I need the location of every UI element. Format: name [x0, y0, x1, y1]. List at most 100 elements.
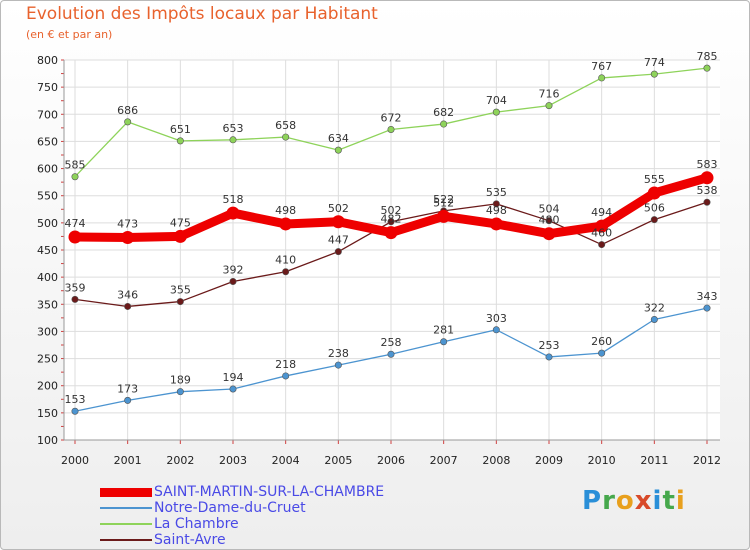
data-point	[492, 108, 500, 116]
data-label: 672	[381, 111, 402, 124]
y-tick-label: 650	[37, 135, 58, 148]
legend-label: SAINT-MARTIN-SUR-LA-CHAMBRE	[154, 484, 385, 500]
data-label: 555	[644, 173, 665, 186]
data-point	[598, 349, 606, 357]
legend: SAINT-MARTIN-SUR-LA-CHAMBRE Notre-Dame-du…	[100, 484, 460, 548]
y-tick-label: 350	[37, 298, 58, 311]
y-tick-label: 250	[37, 353, 58, 366]
data-point	[492, 326, 500, 334]
data-label: 218	[275, 358, 296, 371]
data-label: 303	[486, 312, 507, 325]
data-label: 343	[697, 290, 718, 303]
y-tick-label: 600	[37, 163, 58, 176]
data-label: 474	[65, 217, 86, 230]
x-tick-label: 2000	[61, 454, 89, 467]
data-point	[226, 206, 240, 220]
data-point	[647, 186, 661, 200]
data-point	[700, 171, 714, 185]
data-label: 460	[591, 227, 612, 240]
data-label: 518	[223, 193, 244, 206]
legend-swatch	[100, 523, 152, 525]
data-label: 473	[117, 218, 138, 231]
data-point	[545, 102, 553, 110]
y-tick-label: 550	[37, 190, 58, 203]
data-point	[176, 388, 184, 396]
y-tick-label: 450	[37, 244, 58, 257]
data-point	[650, 216, 658, 224]
y-tick-label: 150	[37, 407, 58, 420]
data-label: 253	[539, 339, 560, 352]
data-label: 153	[65, 393, 86, 406]
data-point	[598, 74, 606, 82]
data-label: 346	[117, 288, 138, 301]
x-tick-label: 2005	[324, 454, 352, 467]
data-label: 355	[170, 284, 191, 297]
y-tick-label: 100	[37, 434, 58, 447]
legend-item: La Chambre	[100, 516, 460, 532]
data-point	[437, 209, 451, 223]
data-label: 653	[223, 122, 244, 135]
y-tick-label: 750	[37, 81, 58, 94]
data-point	[545, 217, 553, 225]
data-point	[545, 353, 553, 361]
data-point	[173, 229, 187, 243]
data-point	[282, 372, 290, 380]
data-point	[282, 133, 290, 141]
data-point	[387, 350, 395, 358]
y-tick-label: 700	[37, 108, 58, 121]
y-tick-label: 500	[37, 217, 58, 230]
data-point	[71, 295, 79, 303]
data-point	[384, 226, 398, 240]
data-point	[650, 70, 658, 78]
data-label: 189	[170, 374, 191, 387]
data-point	[334, 248, 342, 256]
x-tick-label: 2010	[588, 454, 616, 467]
data-label: 447	[328, 234, 349, 247]
x-tick-label: 2008	[482, 454, 510, 467]
data-point	[176, 298, 184, 306]
data-point	[229, 136, 237, 144]
data-label: 502	[381, 204, 402, 217]
data-point	[703, 304, 711, 312]
y-tick-label: 800	[37, 54, 58, 67]
data-point	[489, 217, 503, 231]
data-point	[334, 361, 342, 369]
data-point	[71, 173, 79, 181]
x-tick-label: 2006	[377, 454, 405, 467]
x-tick-label: 2009	[535, 454, 563, 467]
data-label: 475	[170, 216, 191, 229]
data-label: 504	[539, 203, 560, 216]
data-label: 774	[644, 56, 665, 69]
data-point	[229, 385, 237, 393]
data-point	[121, 231, 135, 245]
data-label: 716	[539, 88, 560, 101]
legend-swatch	[100, 539, 152, 541]
x-tick-label: 2011	[640, 454, 668, 467]
data-label: 260	[591, 335, 612, 348]
data-label: 522	[433, 193, 454, 206]
data-point	[598, 241, 606, 249]
data-label: 535	[486, 186, 507, 199]
data-label: 480	[539, 214, 560, 227]
y-tick-label: 400	[37, 271, 58, 284]
data-point	[703, 64, 711, 72]
data-point	[279, 217, 293, 231]
data-point	[334, 146, 342, 154]
data-label: 498	[486, 204, 507, 217]
data-point	[440, 338, 448, 346]
data-label: 634	[328, 132, 349, 145]
data-point	[542, 227, 556, 241]
data-point	[387, 218, 395, 226]
legend-item: SAINT-MARTIN-SUR-LA-CHAMBRE	[100, 484, 460, 500]
chart-title: Evolution des Impôts locaux par Habitant	[26, 4, 378, 24]
data-label: 322	[644, 301, 665, 314]
data-label: 392	[223, 263, 244, 276]
data-point	[124, 118, 132, 126]
data-label: 281	[433, 324, 454, 337]
data-label: 502	[328, 202, 349, 215]
data-label: 651	[170, 123, 191, 136]
data-point	[124, 302, 132, 310]
data-point	[68, 230, 82, 244]
x-tick-label: 2007	[430, 454, 458, 467]
